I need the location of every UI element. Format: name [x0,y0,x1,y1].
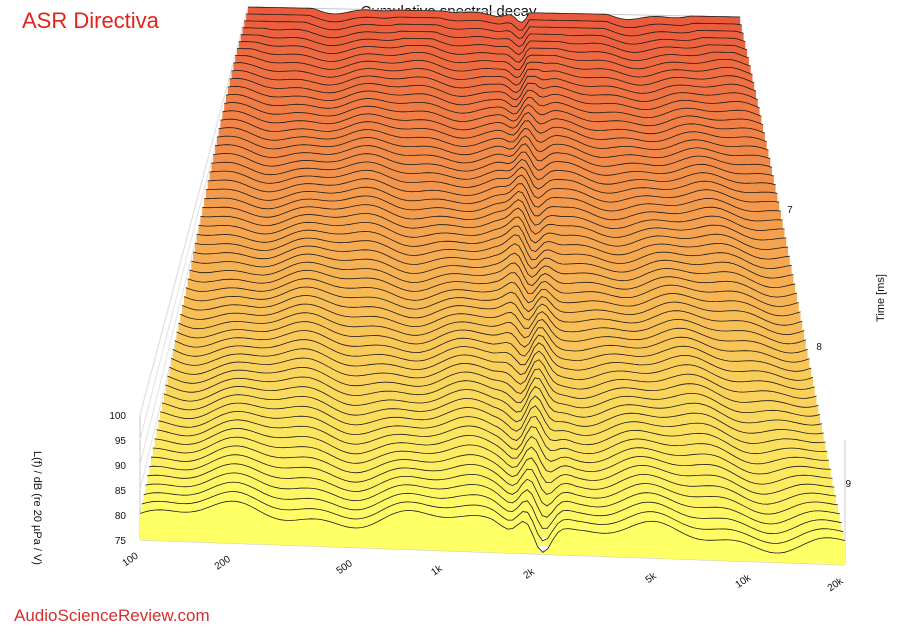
decay-slice-line [236,48,751,71]
decay-slice-line [220,118,767,143]
decay-slice-line [225,93,762,119]
z-tick-label: 80 [115,511,127,522]
decay-slice-line [246,13,742,31]
z-tick-label: 75 [115,536,127,547]
decay-slice-line [213,151,774,177]
decay-slice-line [185,278,801,317]
decay-slice-line [227,85,760,111]
decay-slice-line [211,158,776,186]
decay-slice-line [204,191,783,222]
decay-slice-line [229,77,758,102]
decay-slice-line [244,20,744,39]
decay-slice-line [167,366,819,408]
decay-slice-line [194,234,792,270]
decay-slice-line [216,135,771,160]
x-tick-label: 5k [644,570,660,586]
decay-slice-line [247,6,741,23]
decay-slice-line [191,252,796,289]
decay-slice-line [187,269,799,307]
decay-slice-line [224,102,764,127]
z-tick-label: 95 [115,436,127,447]
decay-slice-line [156,419,830,465]
decay-slice-line [235,55,753,79]
decay-slice-line [209,166,778,194]
decay-slice-line [240,34,748,56]
decay-slice-line [176,321,810,363]
z-axis-title: L(f) / dB (re 20 µPa / V) [31,451,43,565]
decay-slice-line [189,261,798,298]
decay-slice-line [150,445,835,495]
decay-slice-line [169,357,817,399]
decay-slices [139,6,846,565]
decay-slice-line [145,472,840,525]
decay-slice-line [152,436,833,485]
decay-slice-line [154,427,831,475]
brand-title: ASR Directiva [22,8,159,33]
decay-slice-line [141,491,844,544]
decay-slice-line [159,402,826,444]
decay-slice-line [147,463,838,515]
decay-slice-line [233,62,755,86]
decay-slice-line [205,183,781,212]
decay-slice-line [215,143,773,168]
x-tick-label: 500 [335,558,355,577]
x-tick-label: 1k [429,563,445,579]
decay-slice-line [181,295,805,336]
z-tick-label: 100 [109,411,126,422]
y-tick-label: 7 [787,205,793,216]
decay-slice-line [183,286,803,326]
x-tick-label: 100 [121,550,141,569]
decay-slice-line [161,394,824,435]
decay-slice-line [242,27,746,48]
frame-edge [247,6,741,18]
decay-slice-line [172,339,814,381]
decay-slice-line [196,225,790,260]
x-tick-label: 200 [213,554,233,573]
decay-slice-line [200,207,787,241]
z-tick-label: 90 [115,461,127,472]
x-tick-label: 2k [522,566,538,582]
y-tick-label: 8 [816,342,822,353]
decay-slice-line [180,303,806,345]
x-tick-label: 10k [734,572,754,591]
decay-slice-line [139,500,846,554]
decay-slice-line [174,330,812,372]
decay-slice-line [178,312,808,354]
decay-slice-line [149,454,837,505]
decay-slice-line [238,41,750,63]
decay-slice-line [193,243,794,279]
decay-slice-line [207,174,780,203]
decay-slice-line [202,199,785,231]
decay-slice-line [218,127,769,151]
z-tick-label: 85 [115,486,127,497]
z-grid-line [139,6,249,416]
decay-slice-line [231,70,757,94]
decay-slice-line [158,410,828,455]
site-footer: AudioScienceReview.com [14,606,210,625]
y-axis-title: Time [ms] [875,274,887,322]
decay-slice-line [170,348,815,390]
decay-slice-line [163,385,822,426]
x-tick-label: 20k [826,575,846,594]
y-tick-label: 9 [846,479,852,490]
decay-slice-line [165,376,821,417]
decay-slice-line [198,216,789,250]
decay-slice-line [222,110,766,135]
decay-slice-fill [140,501,845,565]
decay-slice-line [143,481,842,535]
